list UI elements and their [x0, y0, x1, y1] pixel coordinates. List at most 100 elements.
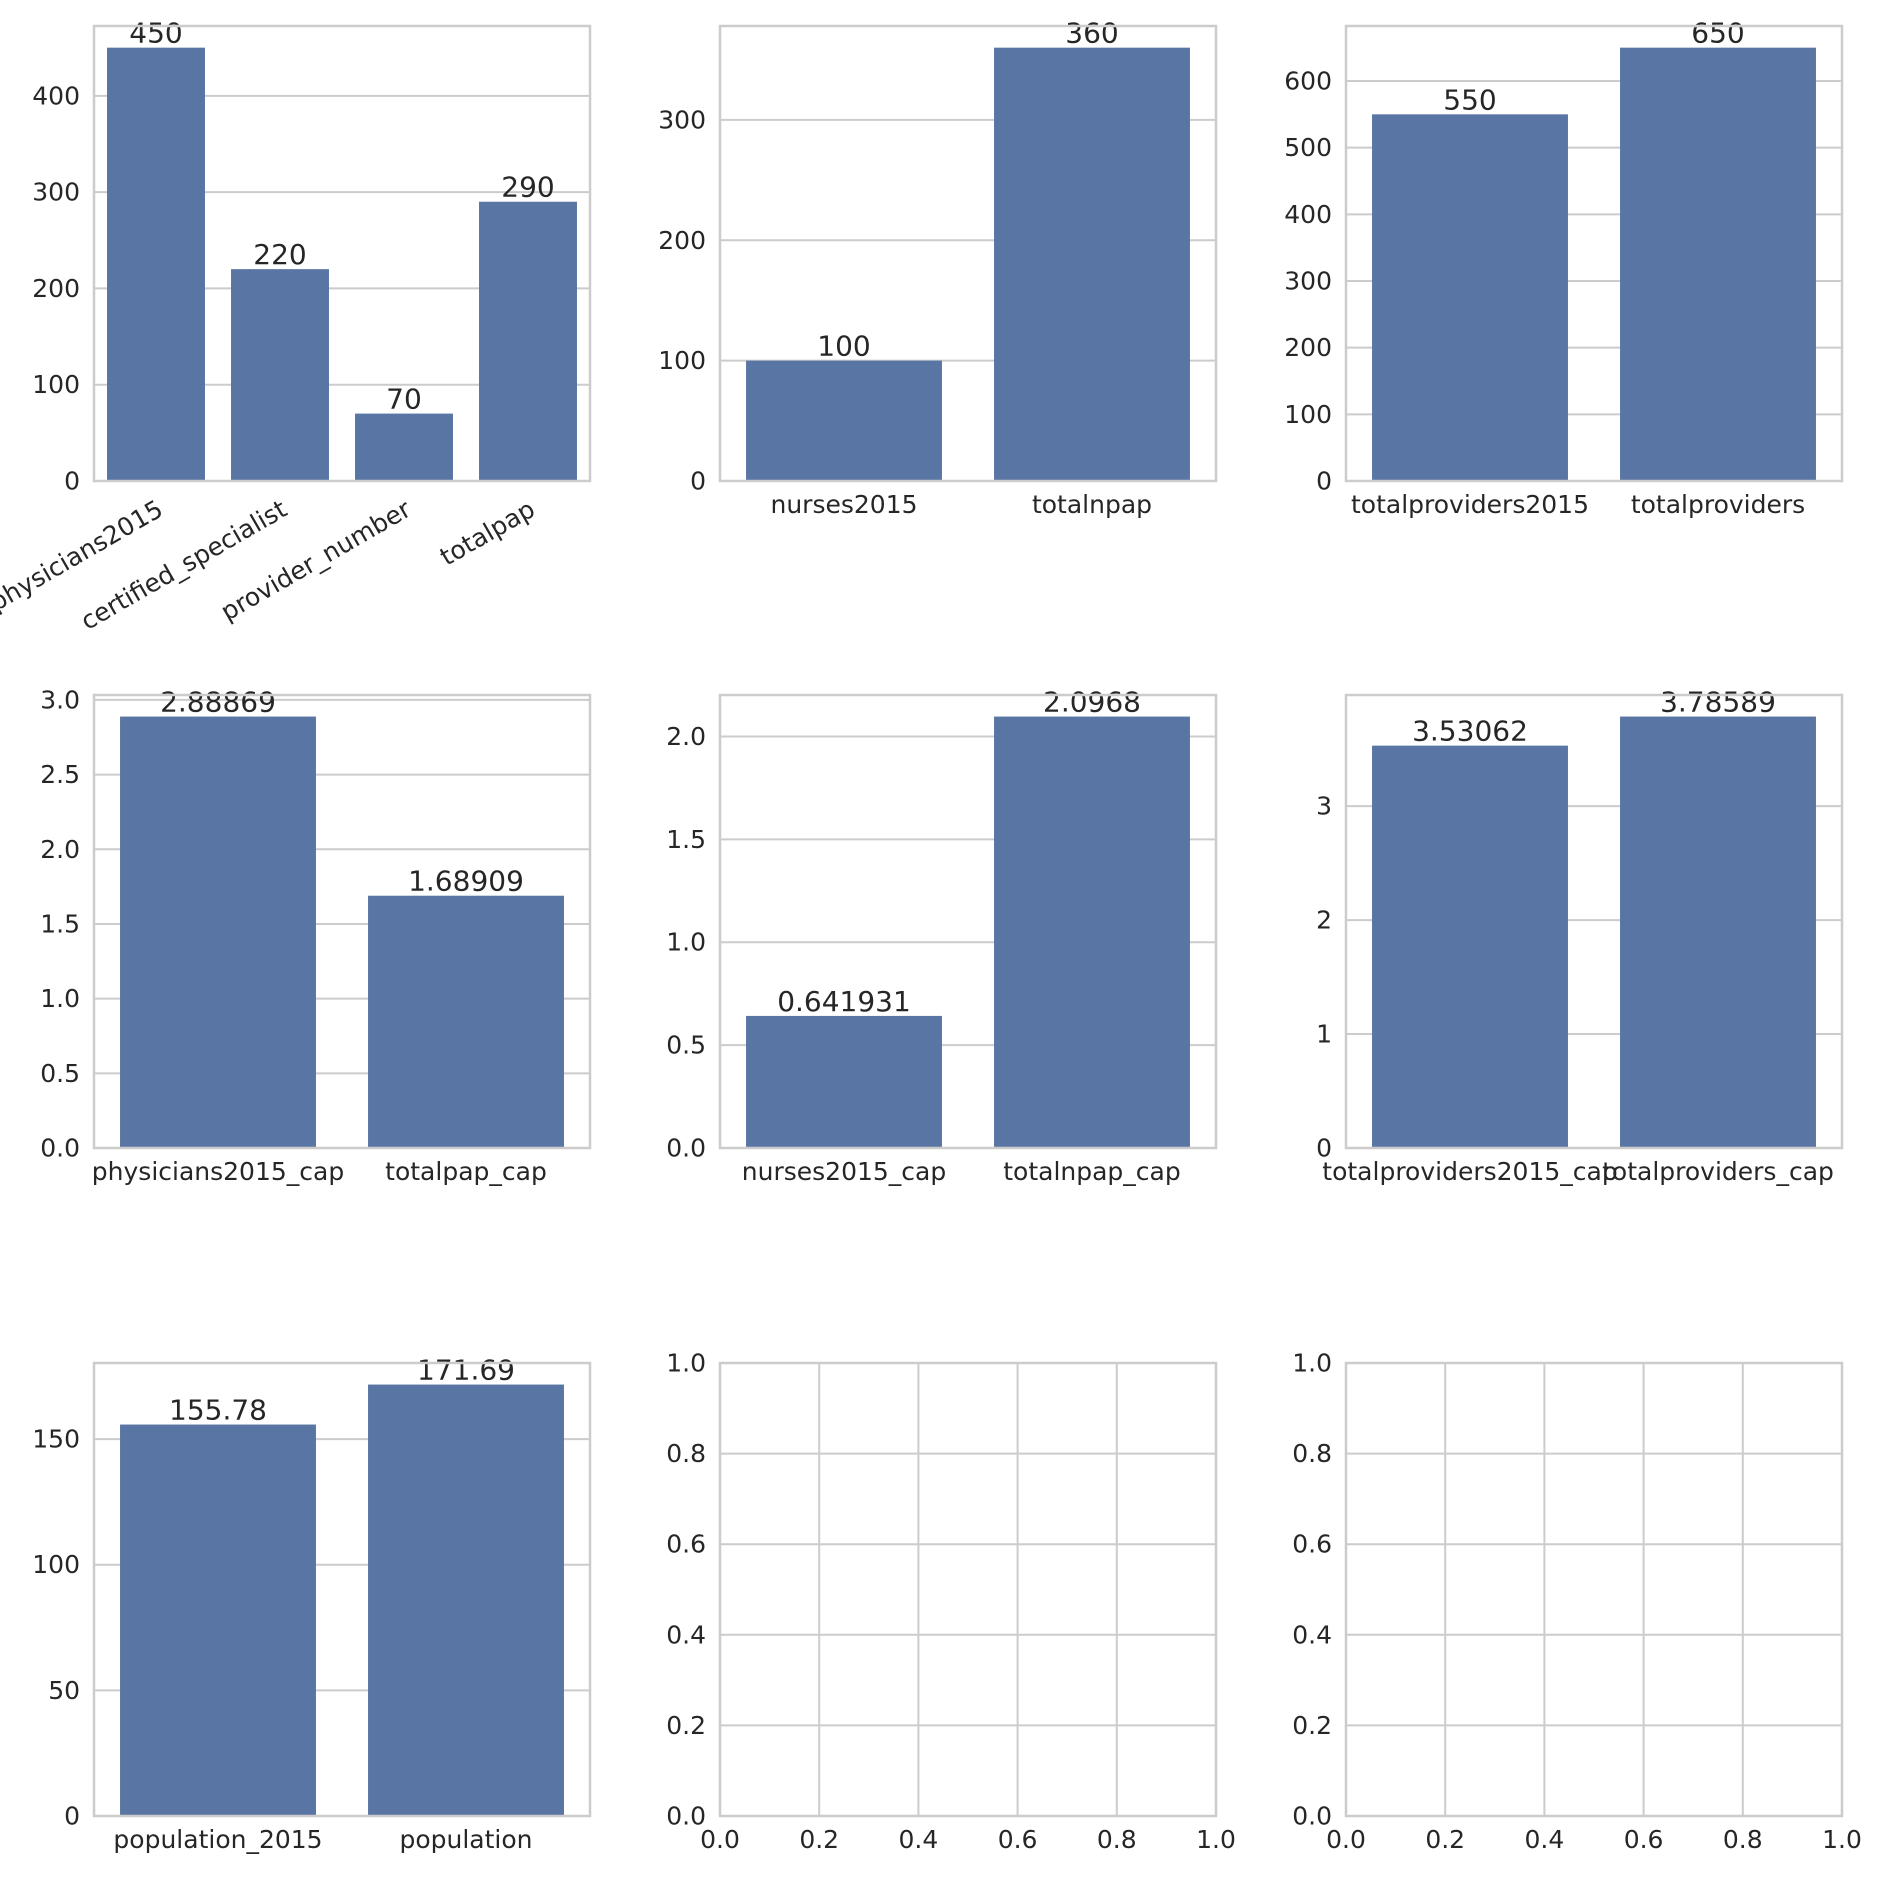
y-tick-label: 400 [1284, 200, 1332, 229]
bar-value-label: 171.69 [417, 1354, 515, 1387]
x-category-label: totalproviders2015 [1351, 490, 1589, 519]
y-tick-label: 50 [48, 1676, 80, 1705]
subplot-3: 0 100 200 300 400 500 600 550 totalproviders2015… [1284, 17, 1844, 519]
x-category-label: nurses2015_cap [742, 1157, 946, 1186]
y-tick-label: 0.2 [666, 1711, 706, 1740]
axes-frame [1344, 1361, 1844, 1818]
y-tick-label: 0 [64, 1802, 80, 1831]
x-tick-label: 0.6 [1624, 1825, 1664, 1854]
bar [368, 1384, 564, 1816]
x-category-label: population_2015 [113, 1825, 322, 1854]
y-tick-label: 200 [1284, 333, 1332, 362]
bar-value-label: 1.68909 [408, 865, 524, 898]
y-tick-label: 2.5 [40, 760, 80, 789]
y-tick-label: 0.2 [1292, 1711, 1332, 1740]
bar [120, 716, 316, 1148]
y-tick-label: 0 [1316, 1134, 1332, 1163]
y-tick-label: 200 [658, 226, 706, 255]
x-tick-label: 0.6 [998, 1825, 1038, 1854]
y-tick-label: 300 [658, 105, 706, 134]
y-tick-label: 1.0 [666, 928, 706, 957]
y-tick-label: 500 [1284, 133, 1332, 162]
axes-frame [92, 1361, 592, 1818]
y-tick-label: 3 [1316, 792, 1332, 821]
y-tick-label: 1.5 [666, 825, 706, 854]
x-category-label: totalpap [435, 494, 540, 571]
x-category-label: totalproviders_cap [1602, 1157, 1834, 1186]
y-tick-label: 100 [1284, 400, 1332, 429]
bar [231, 269, 329, 481]
y-tick-label: 200 [32, 274, 80, 303]
bar-value-label: 3.53062 [1412, 715, 1528, 748]
y-tick-label: 0.4 [666, 1620, 706, 1649]
y-tick-label: 1.0 [40, 984, 80, 1013]
axes-frame [1344, 693, 1844, 1150]
subplot-6: 0 1 2 3 3.53062 totalproviders2015_cap 3.78589… [1316, 686, 1844, 1186]
axes-frame [92, 693, 592, 1150]
bar [746, 360, 942, 481]
x-tick-label: 0.8 [1723, 1825, 1763, 1854]
bar-value-label: 2.0968 [1043, 686, 1141, 719]
bar-value-label: 70 [386, 383, 422, 416]
subplot-8: 0.0 0.2 0.4 0.6 0.8 1.0 0.0 0.2 0.4 0.6 0.8 1.0 [666, 1349, 1236, 1855]
x-tick-label: 1.0 [1196, 1825, 1236, 1854]
y-tick-label: 2.0 [40, 835, 80, 864]
y-tick-label: 300 [32, 178, 80, 207]
x-category-label: totalnpap_cap [1003, 1157, 1181, 1186]
bar-value-label: 3.78589 [1660, 686, 1776, 719]
y-tick-label: 0.0 [666, 1134, 706, 1163]
x-category-label: totalpap_cap [385, 1157, 547, 1186]
y-tick-label: 3.0 [40, 685, 80, 714]
bar [479, 201, 577, 482]
x-category-label: nurses2015 [770, 490, 917, 519]
bar [1372, 114, 1568, 481]
y-tick-label: 0.6 [666, 1530, 706, 1559]
bar-value-label: 100 [817, 330, 870, 363]
subplot-9: 0.0 0.2 0.4 0.6 0.8 1.0 0.0 0.2 0.4 0.6 0.8 1.0 [1292, 1349, 1862, 1855]
bar-value-label: 650 [1691, 17, 1744, 50]
y-tick-label: 1.5 [40, 909, 80, 938]
x-tick-label: 0.0 [700, 1825, 740, 1854]
bar [1620, 47, 1816, 482]
subplot-1: 0100200300400450physicians2015220certifi… [0, 17, 592, 636]
bar [994, 716, 1190, 1148]
bar-value-label: 450 [129, 17, 182, 50]
bar-value-label: 360 [1065, 17, 1118, 50]
x-category-label: totalproviders2015_cap [1322, 1157, 1617, 1186]
y-tick-label: 150 [32, 1425, 80, 1454]
y-tick-label: 0.5 [40, 1059, 80, 1088]
y-tick-label: 0.0 [40, 1134, 80, 1163]
y-tick-label: 0.0 [666, 1802, 706, 1831]
bar [746, 1015, 942, 1148]
y-tick-label: 0.0 [1292, 1802, 1332, 1831]
y-tick-label: 2.0 [666, 722, 706, 751]
y-tick-label: 1.0 [1292, 1349, 1332, 1378]
x-tick-label: 0.4 [1525, 1825, 1565, 1854]
y-tick-label: 0 [64, 467, 80, 496]
bar [355, 413, 453, 481]
x-category-label: population [399, 1825, 532, 1854]
x-tick-label: 0.8 [1097, 1825, 1137, 1854]
bar [368, 895, 564, 1148]
axes-frame [718, 24, 1218, 483]
subplot-2: 0 100 200 300 100 nurses2015 360 totalnpap [658, 17, 1218, 519]
bar [994, 47, 1190, 482]
y-tick-label: 100 [658, 346, 706, 375]
bar-value-label: 220 [253, 238, 306, 271]
y-tick-label: 1.0 [666, 1349, 706, 1378]
y-tick-label: 0.5 [666, 1031, 706, 1060]
y-tick-label: 100 [32, 1550, 80, 1579]
y-tick-label: 100 [32, 370, 80, 399]
bar [1372, 745, 1568, 1148]
bar [120, 1424, 316, 1816]
x-tick-label: 1.0 [1822, 1825, 1862, 1854]
y-tick-label: 2 [1316, 906, 1332, 935]
bar-value-label: 290 [501, 171, 554, 204]
axes-frame [718, 1361, 1218, 1818]
y-tick-label: 1 [1316, 1020, 1332, 1049]
axes-frame [1344, 24, 1844, 483]
y-tick-label: 300 [1284, 267, 1332, 296]
y-tick-label: 0 [1316, 467, 1332, 496]
y-tick-label: 0.8 [666, 1439, 706, 1468]
